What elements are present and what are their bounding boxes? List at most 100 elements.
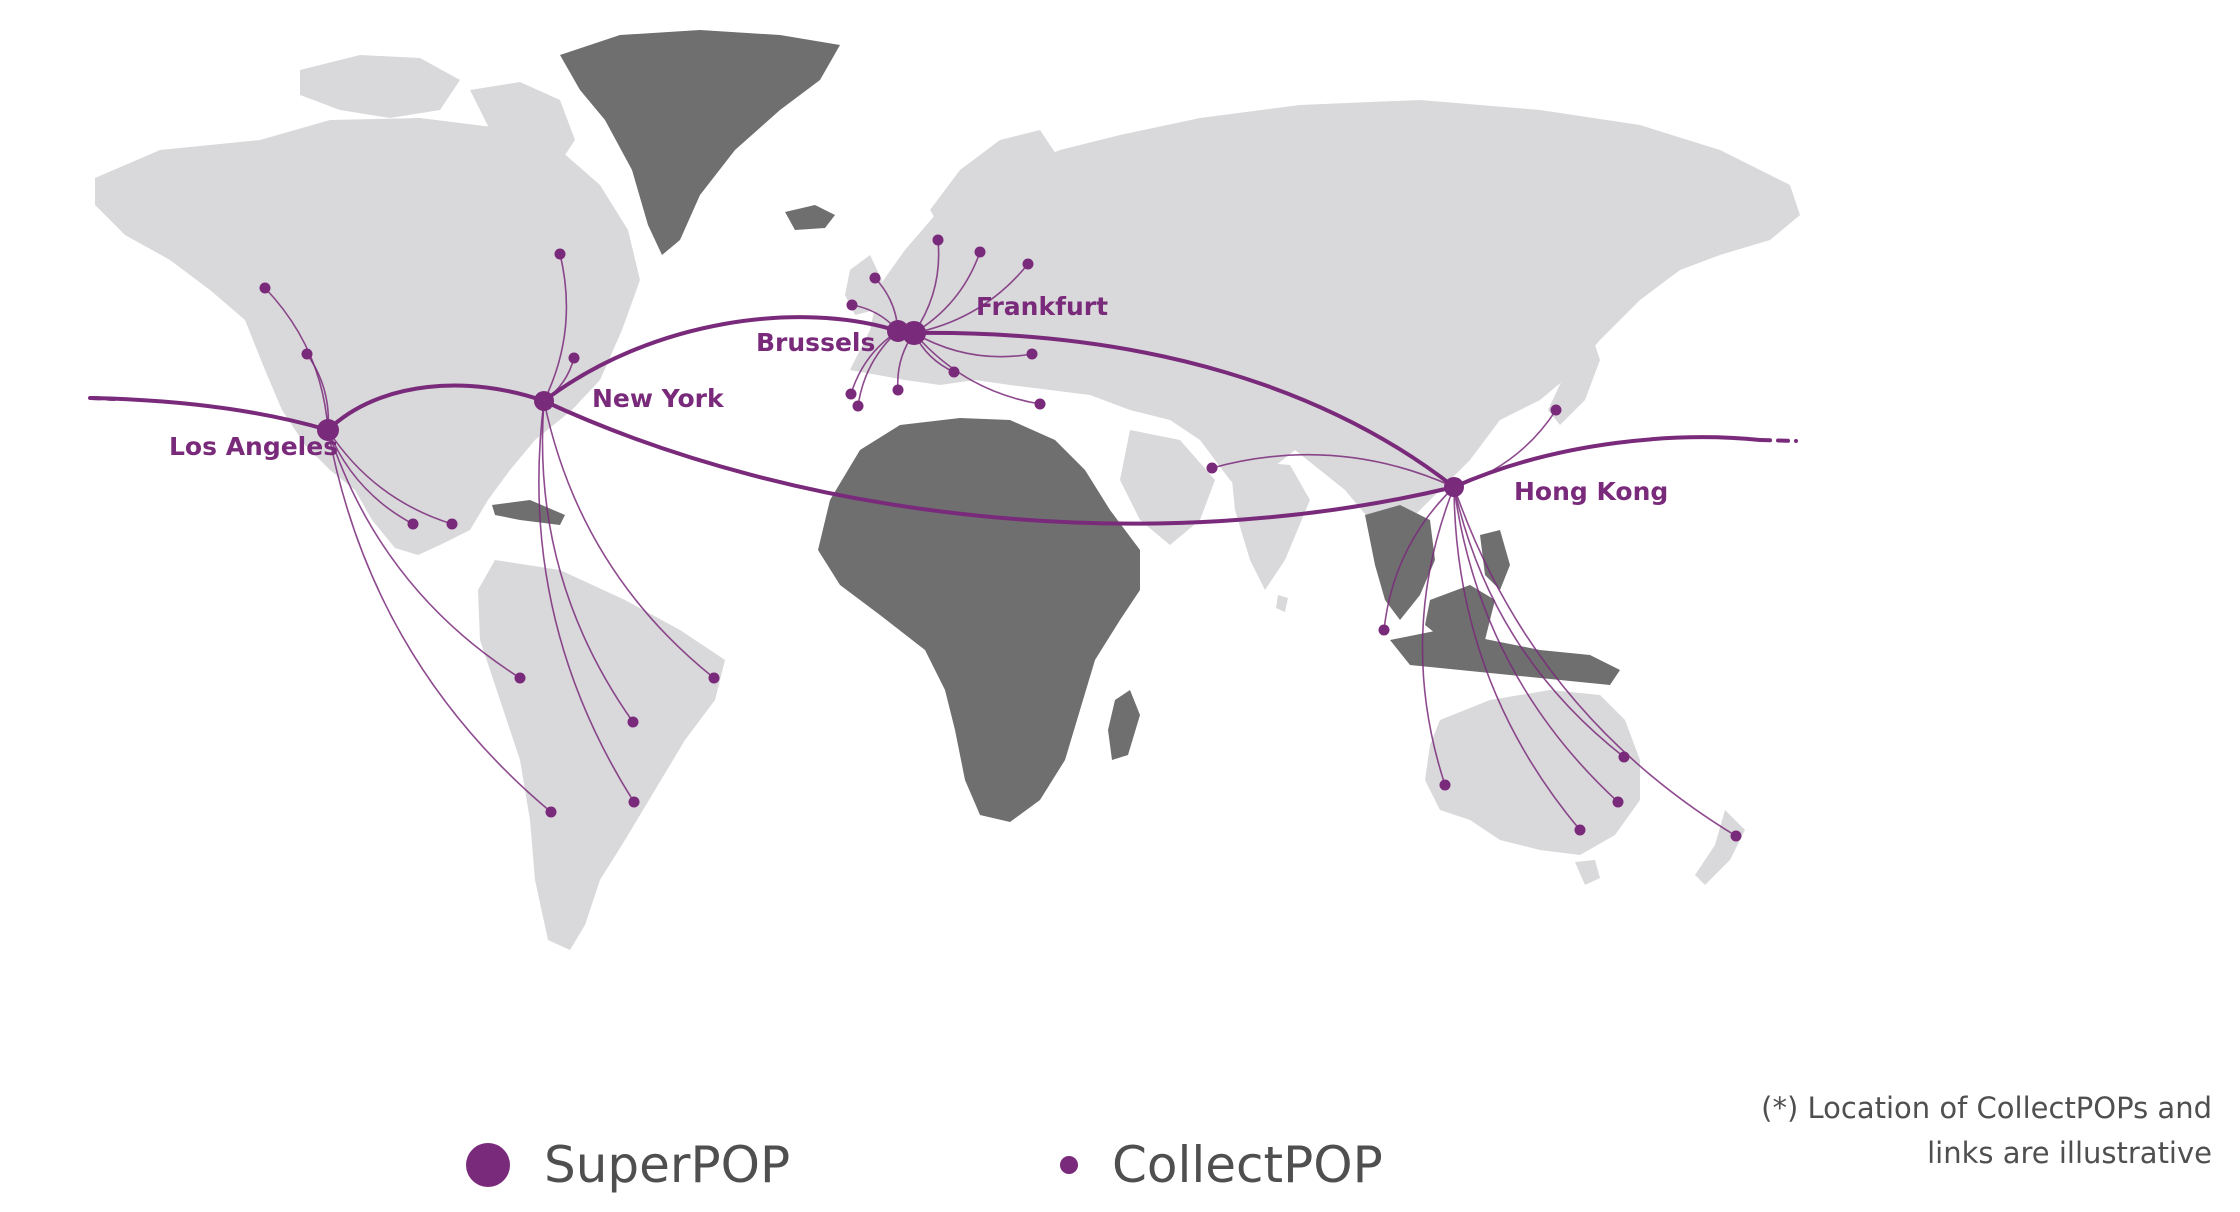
superpop-marker-hk [1444,477,1464,497]
collectpop-marker [1206,462,1218,474]
collectpop-marker [845,388,857,400]
collectpop-link [1453,486,1619,803]
collectpop-marker [259,282,271,294]
link-ny-brussels [542,315,900,403]
land-southeast-asia [1365,505,1435,620]
land-sri-lanka [1276,595,1288,612]
collectpop-marker [1378,624,1390,636]
collectpop-marker [514,672,526,684]
legend-superpop: SuperPOP [466,1136,790,1194]
link-ny-hk [542,399,1456,526]
collectpop-marker [1439,779,1451,791]
collectpop-marker [627,716,639,728]
note-line-2: links are illustrative [1927,1136,2212,1170]
collectpop-marker [568,352,580,364]
collectpop-link [543,253,568,402]
label-hong-kong: Hong Kong [1514,477,1668,506]
illustrative-note: (*) Location of CollectPOPs and links ar… [1761,1086,2212,1176]
collectpop-link [1453,486,1581,831]
collectpop-marker [1022,258,1034,270]
collectpop-markers [259,234,1742,842]
collectpop-links [264,239,1737,837]
link-hk-east-edge [1452,435,1762,489]
collectpop-marker [974,246,986,258]
collectpop-link [538,400,635,803]
land-india [1230,460,1310,590]
link-west-dash [88,396,116,401]
land-caribbean [492,500,565,525]
collectpop-link [1421,486,1455,786]
city-labels: Los Angeles New York Brussels Frankfurt … [169,292,1668,506]
collectpop-link [541,400,634,723]
label-frankfurt: Frankfurt [976,292,1108,321]
collectpop-link [327,429,453,525]
collectpop-link [1453,486,1625,758]
land-eurasia [850,100,1800,545]
collectpop-marker [446,518,458,530]
superpop-marker-ny [534,391,554,411]
collectpop-marker [301,348,313,360]
land-philippines [1480,530,1510,590]
land-south-america [478,560,725,950]
land-greenland [560,30,840,255]
link-frankfurt-hk [912,330,1456,489]
land-scandinavia [930,130,1060,250]
collectpop-link [543,400,715,679]
collectpop-link [327,429,521,679]
collectpop-marker [869,272,881,284]
collectpop-marker [1550,404,1562,416]
land-canada-islands [300,55,460,118]
collectpop-link [327,429,414,525]
land-new-zealand [1695,810,1745,885]
land-tasmania [1575,860,1600,885]
label-new-york: New York [592,384,725,413]
land-north-america [95,118,640,555]
collectpop-link [913,332,1033,358]
legend-collectpop: CollectPOP [1060,1136,1383,1194]
collectpop-link [327,429,552,813]
collectpop-marker [628,796,640,808]
legend-superpop-label: SuperPOP [544,1136,791,1194]
link-west-edge-la [90,396,330,432]
collectpop-marker [545,806,557,818]
collectpop-marker [1034,398,1046,410]
superpop-markers [317,320,1464,497]
collectpop-marker [1730,830,1742,842]
land-borneo [1425,585,1495,645]
link-east-dash [1758,438,1798,443]
collectpop-link [1383,486,1455,631]
collectpop-link [913,263,1029,334]
superpop-links [88,315,1798,526]
superpop-marker-fra [902,321,926,345]
collectpop-marker [554,248,566,260]
superpop-legend-icon [466,1143,510,1187]
land-africa [818,418,1140,822]
land-baffin [470,82,575,170]
collectpop-link [1453,486,1737,837]
collectpop-marker [1026,348,1038,360]
collectpop-marker [948,366,960,378]
land-iceland [785,205,835,230]
link-la-ny [326,383,546,432]
land-arabia [1120,430,1215,545]
legend-collectpop-label: CollectPOP [1112,1136,1383,1194]
collectpop-marker [1574,824,1586,836]
superpop-marker-la [317,419,339,441]
collectpop-marker [932,234,944,246]
land-madagascar [1108,690,1140,760]
collectpop-marker [708,672,720,684]
note-line-1: (*) Location of CollectPOPs and [1761,1091,2212,1125]
collectpop-link [913,332,1041,405]
collectpop-marker [1618,751,1630,763]
collectpop-marker [1612,796,1624,808]
label-brussels: Brussels [756,328,875,357]
land-japan [1548,330,1600,425]
collectpop-marker [846,299,858,311]
collectpop-link [1211,453,1455,488]
collectpop-marker [407,518,419,530]
label-los-angeles: Los Angeles [169,432,338,461]
land-indonesia [1390,630,1620,685]
land-australia [1425,690,1640,855]
